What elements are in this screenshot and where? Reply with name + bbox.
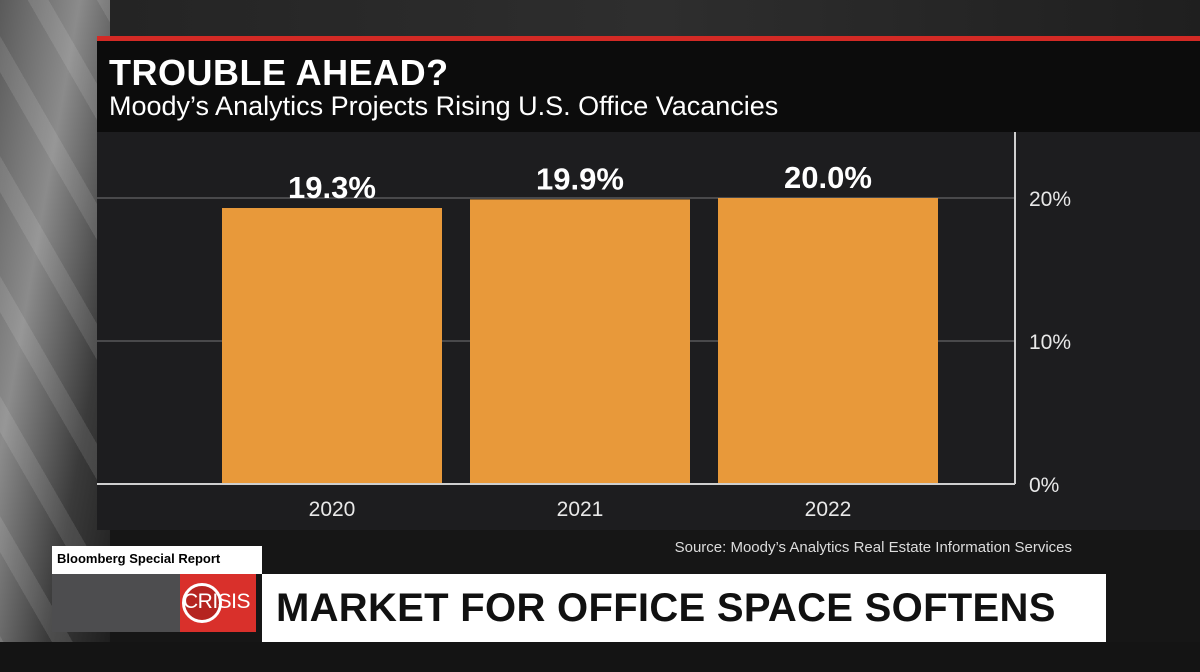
- bar: [718, 198, 938, 484]
- brand-tag: Bloomberg Special Report: [52, 546, 262, 574]
- data-label: 20.0%: [784, 160, 872, 195]
- bar: [222, 208, 442, 484]
- chart-panel: TROUBLE AHEAD? Moody’s Analytics Project…: [97, 36, 1200, 556]
- x-tick-label: 2022: [805, 498, 852, 521]
- chart-subtitle: Moody’s Analytics Projects Rising U.S. O…: [109, 91, 779, 121]
- headline: MARKET FOR OFFICE SPACE SOFTENS: [276, 586, 1056, 630]
- x-tick-label: 2020: [309, 498, 356, 521]
- y-tick-label: 0%: [1029, 474, 1059, 497]
- plot-area: 0% 10% 20% 19.3% 2020 19.9% 2021 20.0% 2022 Sourc…: [97, 132, 1200, 556]
- data-label: 19.3%: [288, 170, 376, 205]
- y-tick-label: 10%: [1029, 331, 1071, 354]
- source-note: Source: Moody’s Analytics Real Estate In…: [675, 539, 1072, 556]
- bar: [470, 199, 690, 484]
- bar-chart: 0% 10% 20% 19.3% 2020 19.9% 2021 20.0% 2022 Sourc…: [97, 132, 1072, 556]
- x-tick-label: 2021: [557, 498, 604, 521]
- topic-label: CRISIS: [183, 590, 251, 613]
- topic-tag: CRISIS: [180, 574, 256, 632]
- lower-third-grey-block: [52, 574, 180, 632]
- brand-label: Bloomberg Special Report: [57, 551, 221, 566]
- headline-bar: MARKET FOR OFFICE SPACE SOFTENS: [262, 574, 1106, 642]
- background-top: [110, 0, 1200, 36]
- bottom-band: [0, 642, 1200, 672]
- y-tick-label: 20%: [1029, 188, 1071, 211]
- data-label: 19.9%: [536, 161, 624, 196]
- crisis-circle-icon: [182, 583, 222, 623]
- accent-red-line: [97, 36, 1200, 41]
- chart-title: TROUBLE AHEAD?: [109, 52, 449, 93]
